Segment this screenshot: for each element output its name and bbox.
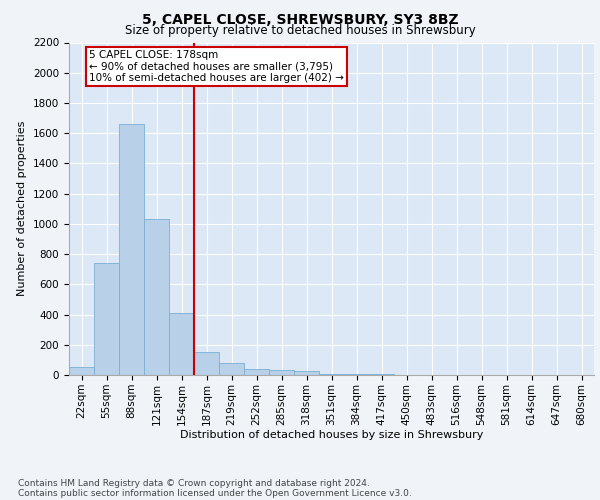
Text: 5 CAPEL CLOSE: 178sqm
← 90% of detached houses are smaller (3,795)
10% of semi-d: 5 CAPEL CLOSE: 178sqm ← 90% of detached … [89, 50, 344, 84]
Text: Contains HM Land Registry data © Crown copyright and database right 2024.: Contains HM Land Registry data © Crown c… [18, 478, 370, 488]
Bar [144, 220, 169, 375]
Bar [319, 374, 344, 375]
Bar [169, 313, 194, 375]
Bar [344, 374, 369, 375]
Text: Size of property relative to detached houses in Shrewsbury: Size of property relative to detached ho… [125, 24, 475, 37]
Bar [194, 352, 219, 375]
Bar [119, 124, 144, 375]
Bar [294, 371, 319, 375]
Bar [219, 363, 244, 375]
Bar [269, 370, 294, 375]
Bar [94, 263, 119, 375]
Y-axis label: Number of detached properties: Number of detached properties [17, 121, 28, 296]
Text: 5, CAPEL CLOSE, SHREWSBURY, SY3 8BZ: 5, CAPEL CLOSE, SHREWSBURY, SY3 8BZ [142, 12, 458, 26]
Bar [244, 369, 269, 375]
X-axis label: Distribution of detached houses by size in Shrewsbury: Distribution of detached houses by size … [180, 430, 483, 440]
Bar [69, 368, 94, 375]
Text: Contains public sector information licensed under the Open Government Licence v3: Contains public sector information licen… [18, 488, 412, 498]
Bar [369, 374, 394, 375]
